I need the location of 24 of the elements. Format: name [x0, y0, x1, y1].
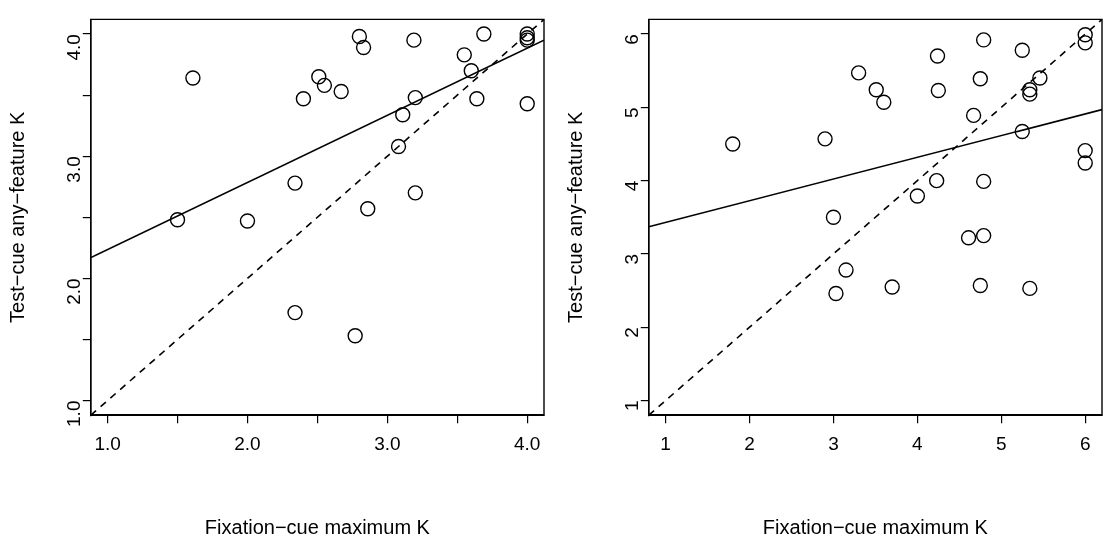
x-tick-label: 6 — [1079, 432, 1091, 454]
y-tick-label: 3.0 — [63, 156, 85, 183]
x-axis-title: Fixation−cue maximum K — [762, 515, 989, 538]
y-tick-label: 6 — [621, 34, 643, 45]
y-tick-label: 2 — [621, 327, 643, 338]
x-tick-label: 3.0 — [374, 432, 401, 454]
x-tick-label: 2 — [744, 432, 755, 454]
y-tick-label: 5 — [621, 107, 643, 118]
y-axis-title: Test−cue any−feature K — [5, 111, 28, 323]
x-tick-label: 5 — [996, 432, 1007, 454]
x-tick-label: 4 — [912, 432, 924, 454]
y-tick-label: 2.0 — [63, 278, 85, 305]
x-axis-title: Fixation−cue maximum K — [204, 515, 431, 538]
y-tick-label: 4 — [621, 180, 643, 192]
y-tick-label: 1 — [621, 400, 643, 412]
x-tick-label: 3 — [828, 432, 839, 454]
y-axis-title: Test−cue any−feature K — [563, 111, 586, 323]
x-tick-label: 2.0 — [234, 432, 261, 454]
y-tick-label: 3 — [621, 253, 643, 265]
x-tick-label: 1.0 — [94, 432, 121, 454]
x-tick-label: 1 — [660, 432, 671, 454]
y-tick-label: 1.0 — [63, 400, 85, 427]
y-tick-label: 4.0 — [63, 34, 85, 61]
x-tick-label: 4.0 — [514, 432, 541, 454]
